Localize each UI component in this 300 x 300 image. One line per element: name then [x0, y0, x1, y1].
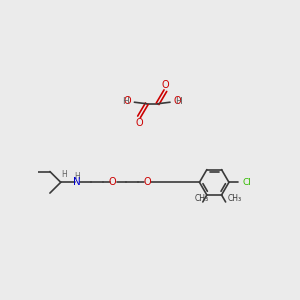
Text: Cl: Cl: [242, 178, 251, 187]
Text: H: H: [74, 172, 80, 181]
Text: O: O: [162, 80, 169, 89]
Text: O: O: [144, 177, 152, 187]
Text: O: O: [124, 96, 131, 106]
Text: H: H: [122, 97, 129, 106]
Text: O: O: [173, 96, 181, 106]
Text: CH₃: CH₃: [228, 194, 242, 203]
Text: CH₃: CH₃: [195, 194, 209, 203]
Text: H: H: [175, 97, 182, 106]
Text: O: O: [135, 118, 143, 128]
Text: O: O: [109, 177, 116, 187]
Text: N: N: [73, 177, 81, 187]
Text: H: H: [62, 170, 68, 179]
